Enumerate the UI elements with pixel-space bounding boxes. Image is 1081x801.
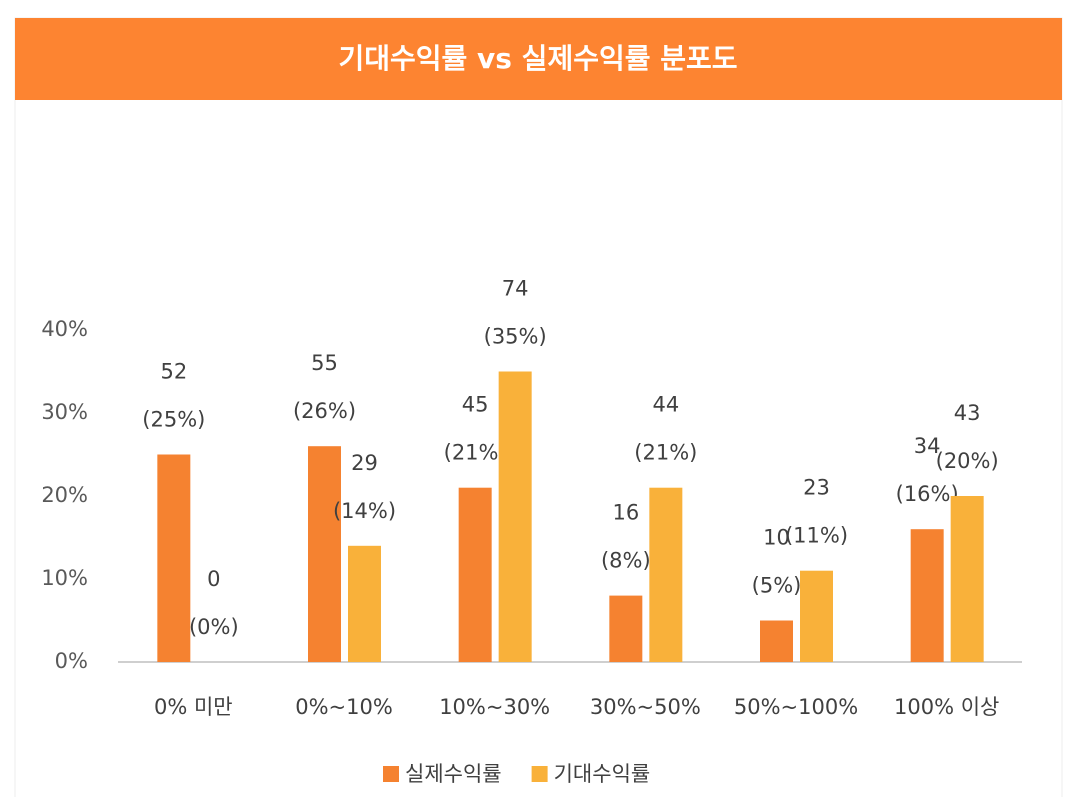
- count-label: 43: [954, 401, 981, 425]
- bar: [649, 487, 683, 662]
- card: [14, 17, 1063, 801]
- y-tick-label: 30%: [41, 400, 88, 424]
- bar: [609, 595, 643, 662]
- value-label: (11%): [785, 524, 848, 548]
- count-label: 45: [462, 393, 489, 417]
- chart-title: 기대수익률 vs 실제수익률 분포도: [338, 42, 737, 75]
- bar: [348, 545, 381, 662]
- y-tick-label: 20%: [41, 483, 88, 507]
- value-label: (8%): [601, 549, 651, 573]
- value-label: (21%): [634, 441, 697, 465]
- bar: [800, 570, 833, 662]
- x-tick-label: 30%~50%: [590, 695, 701, 719]
- bar: [910, 529, 944, 662]
- count-label: 23: [803, 476, 830, 500]
- x-tick-label: 0% 미만: [154, 695, 233, 719]
- legend-label: 기대수익률: [554, 762, 651, 786]
- header: [15, 18, 1062, 100]
- y-tick-label: 10%: [41, 566, 88, 590]
- x-tick-label: 0%~10%: [295, 695, 393, 719]
- y-tick-label: 40%: [41, 317, 88, 341]
- legend-swatch: [531, 766, 548, 782]
- count-label: 34: [914, 434, 941, 458]
- value-label: (5%): [752, 574, 802, 598]
- count-label: 10: [763, 526, 790, 550]
- bar: [308, 446, 341, 662]
- y-tick-label: 0%: [55, 649, 88, 673]
- x-tick-label: 100% 이상: [894, 695, 999, 719]
- bar: [157, 454, 191, 662]
- legend-label: 실제수익률: [405, 762, 502, 786]
- x-tick-label: 50%~100%: [734, 695, 858, 719]
- bar: [498, 371, 532, 662]
- bar: [760, 620, 793, 662]
- value-label: (0%): [189, 615, 239, 639]
- bar: [950, 496, 984, 662]
- value-label: (21%): [444, 441, 507, 465]
- count-label: 44: [652, 393, 679, 417]
- value-label: (14%): [333, 499, 396, 523]
- count-label: 55: [311, 351, 338, 375]
- x-tick-label: 10%~30%: [439, 695, 550, 719]
- count-label: 16: [612, 501, 639, 525]
- bar: [458, 487, 492, 662]
- count-label: 29: [351, 451, 378, 475]
- value-label: (25%): [142, 408, 205, 432]
- count-label: 0: [207, 567, 220, 591]
- value-label: (35%): [484, 325, 547, 349]
- legend-swatch: [383, 766, 399, 782]
- count-label: 74: [502, 277, 529, 301]
- value-label: (20%): [936, 449, 999, 473]
- value-label: (26%): [293, 399, 356, 423]
- count-label: 52: [160, 360, 187, 384]
- value-label: (16%): [896, 482, 959, 506]
